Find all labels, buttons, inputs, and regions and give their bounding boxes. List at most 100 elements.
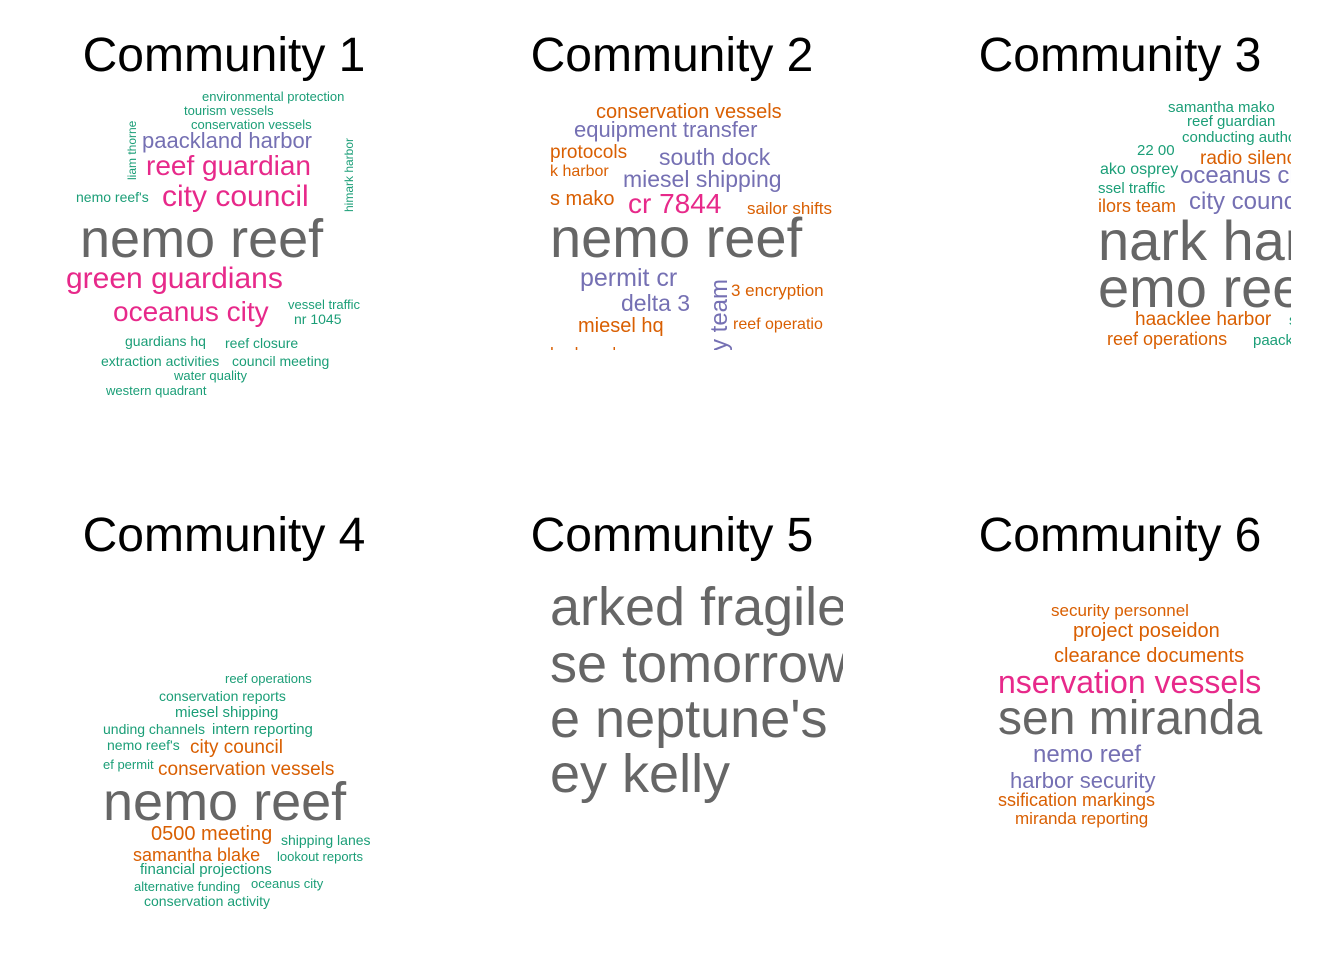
cloud-word: vessel traffic xyxy=(288,297,361,312)
word-cloud: samantha mako reef guardian conducting aut… xyxy=(998,95,1291,350)
cloud-word: protocols xyxy=(550,142,628,163)
cloud-word: conservation reports xyxy=(159,688,286,704)
word-cloud: security personnel project poseidon cleara… xyxy=(998,575,1291,830)
cloud-word: nr 1045 xyxy=(294,311,342,327)
cloud-word: delta 3 xyxy=(621,290,691,316)
cloud-word: green guardians xyxy=(66,262,283,295)
word-cloud: conservation vessels equipment transfer pr… xyxy=(550,95,843,350)
cloud-word: reef closure xyxy=(225,335,299,351)
cloud-word: s mako xyxy=(550,188,615,210)
panel-title: Community 2 xyxy=(530,29,814,82)
community-panel-5: Community 5 arked fragile se tomorrow e nep… xyxy=(448,480,896,960)
cloud-word: environmental protection xyxy=(202,89,345,104)
cloud-word: samantha mako xyxy=(1168,99,1275,116)
cloud-word: clearance documents xyxy=(1054,645,1245,667)
cloud-word: slip 14 xyxy=(1289,313,1291,328)
cloud-word: 0500 meeting xyxy=(151,823,273,845)
cloud-word: nemo reef xyxy=(103,772,347,832)
cloud-word: security personnel xyxy=(1051,601,1189,620)
cloud-word: oceanus city xyxy=(251,876,324,891)
cloud-word: tourism vessels xyxy=(184,103,274,118)
cloud-word: harbor closure xyxy=(550,345,659,350)
community-panel-6: Community 6 security personnel project pos… xyxy=(896,480,1344,960)
cloud-word: emo reef xyxy=(1098,256,1291,319)
cloud-word: ef permit xyxy=(103,757,154,772)
cloud-word: conducting authorized xyxy=(1182,129,1291,146)
cloud-word: alternative funding xyxy=(134,879,241,894)
cloud-word: reef operations xyxy=(225,671,312,686)
cloud-word: unding channels xyxy=(103,721,205,737)
cloud-word: project poseidon xyxy=(1073,620,1220,642)
panel-title: Community 5 xyxy=(530,509,814,562)
cloud-word: reef operatio xyxy=(733,316,823,333)
cloud-word: arked fragile xyxy=(550,577,843,637)
cloud-word: k harbor xyxy=(550,163,609,180)
cloud-word: ey kelly xyxy=(550,744,731,804)
cloud-word: guardians hq xyxy=(125,333,206,349)
cloud-word: radio silence xyxy=(1200,148,1291,169)
cloud-word: sen miranda xyxy=(998,692,1263,745)
cloud-word: ako osprey xyxy=(1100,161,1179,178)
cloud-word: reef guardian xyxy=(1187,113,1276,130)
cloud-word: 22 00 xyxy=(1137,142,1175,159)
cloud-word: city council xyxy=(190,737,283,758)
cloud-word: himark harbor xyxy=(342,137,356,212)
cloud-word: paackland harbor xyxy=(142,128,313,153)
cloud-word: reef guardian xyxy=(146,150,312,181)
cloud-word: permit cr xyxy=(580,264,678,292)
cloud-word: western quadrant xyxy=(106,383,207,398)
cloud-word: paackland harbor xyxy=(1253,332,1291,349)
cloud-word: nemo reef xyxy=(1033,741,1142,768)
cloud-word: miesel shipping xyxy=(623,166,782,192)
cloud-word: ssification markings xyxy=(998,790,1156,810)
panel-title: Community 4 xyxy=(82,509,366,562)
cloud-word: ilors team xyxy=(1098,196,1177,216)
cloud-word: e neptune's xyxy=(550,689,828,749)
word-cloud: environmental protection tourism vessels c… xyxy=(0,80,448,410)
cloud-word: reef operations xyxy=(1107,329,1228,349)
community-panel-3: Community 3 samantha mako reef guardian con… xyxy=(896,0,1344,480)
cloud-word: conservation vessels xyxy=(158,759,335,780)
cloud-word: council meeting xyxy=(232,353,330,369)
cloud-word: 3 encryption xyxy=(731,281,824,300)
cloud-word: city council xyxy=(1189,188,1291,215)
word-cloud: reef operations conservation reports miese… xyxy=(0,560,448,910)
cloud-word: nemo reef xyxy=(550,206,803,269)
panel-title: Community 1 xyxy=(82,29,366,82)
cloud-word: oceanus city xyxy=(1180,162,1291,189)
cloud-word: cr 7844 xyxy=(628,188,722,219)
cloud-word: se tomorrow xyxy=(550,634,843,694)
cloud-word: conservation vessels xyxy=(596,101,782,123)
cloud-word: nark harbo xyxy=(1098,209,1291,272)
cloud-word: miesel hq xyxy=(578,315,664,337)
cloud-word: harbor security xyxy=(1010,768,1156,793)
word-cloud: arked fragile se tomorrow e neptune's ey ke… xyxy=(550,575,843,830)
cloud-word: conservation vessels xyxy=(191,117,312,132)
cloud-word: ssel traffic xyxy=(1098,180,1166,197)
cloud-word: nservation vessels xyxy=(998,664,1262,700)
cloud-word: equipment transfer xyxy=(574,117,758,142)
panel-title: Community 6 xyxy=(978,509,1262,562)
cloud-word: samantha blake xyxy=(133,845,261,865)
cloud-word: conservation activity xyxy=(144,893,271,909)
cloud-word: miesel shipping xyxy=(175,704,279,721)
cloud-word: nemo reef's xyxy=(107,737,180,753)
cloud-word: lookout reports xyxy=(277,849,363,864)
cloud-word: south dock xyxy=(659,144,771,170)
community-panel-4: Community 4 reef operations conservation r… xyxy=(0,480,448,960)
cloud-word: nemo reef xyxy=(80,209,324,269)
cloud-word: oceanus city xyxy=(113,296,269,327)
community-panel-1: Community 1 environmental protection touri… xyxy=(0,0,448,480)
cloud-word: city council xyxy=(162,180,309,213)
cloud-word: shipping lanes xyxy=(281,832,371,848)
community-panel-2: Community 2 conservation vessels equipment… xyxy=(448,0,896,480)
cloud-word: haacklee harbor xyxy=(1135,309,1272,330)
cloud-word: miranda reporting xyxy=(1015,809,1149,828)
panel-title: Community 3 xyxy=(978,29,1262,82)
cloud-word: extraction activities xyxy=(101,353,220,369)
cloud-word: sailor shifts xyxy=(747,199,833,218)
cloud-word: liam thorne xyxy=(125,120,139,180)
cloud-word: water quality xyxy=(174,368,247,383)
cloud-word: financial projections xyxy=(140,861,272,878)
